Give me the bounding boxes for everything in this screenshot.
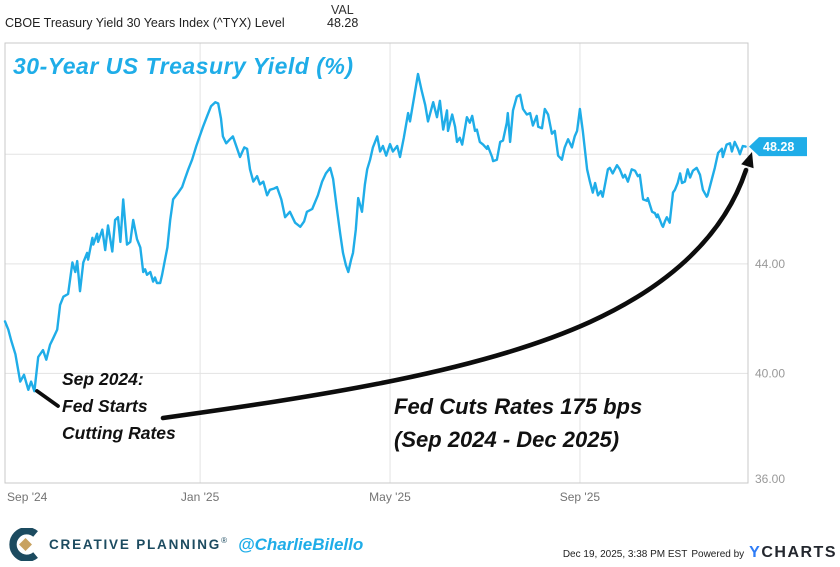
ycharts-logo: YCHARTS <box>749 544 837 562</box>
annotation-line: Cutting Rates <box>62 423 176 443</box>
plot-border <box>4 42 749 484</box>
chart-title: 30-Year US Treasury Yield (%) <box>13 53 354 79</box>
annotation-arrows <box>35 152 754 421</box>
annotation-line: Fed Starts <box>62 396 148 416</box>
twitter-handle: @CharlieBilello <box>238 534 364 554</box>
annotation-line: Fed Cuts Rates 175 bps <box>394 394 643 419</box>
x-tick-label: Sep '25 <box>560 490 601 504</box>
brand-name: CREATIVE PLANNING <box>49 536 222 552</box>
annotation-fed-starts: Sep 2024: Fed Starts Cutting Rates <box>62 366 176 447</box>
attribution-bar: Dec 19, 2025, 3:38 PM EST Powered by YCH… <box>563 544 837 562</box>
series-legend: CBOE Treasury Yield 30 Years Index (^TYX… <box>5 16 285 30</box>
timestamp: Dec 19, 2025, 3:38 PM EST <box>562 549 688 560</box>
pointer-line <box>35 389 60 408</box>
val-current-value: 48.28 <box>327 16 359 30</box>
val-column-header: VAL <box>331 3 354 17</box>
creative-planning-logo-icon <box>9 528 38 561</box>
x-tick-label: May '25 <box>369 490 411 504</box>
price-tag-shape <box>749 137 807 157</box>
chart-canvas: 48.28 Sep '24 Jan '25 May '25 Sep '25 44.00 4… <box>3 42 807 504</box>
y-tick-label: 40.00 <box>755 366 785 380</box>
y-tick-label: 44.00 <box>755 257 785 271</box>
annotation-line: (Sep 2024 - Dec 2025) <box>394 427 620 452</box>
x-tick-label: Sep '24 <box>7 490 48 504</box>
annotation-line: Sep 2024: <box>62 369 144 389</box>
y-tick-label: 36.00 <box>755 472 785 486</box>
registered-mark: ® <box>221 535 228 545</box>
annotation-fed-cuts: Fed Cuts Rates 175 bps (Sep 2024 - Dec 2… <box>394 390 642 456</box>
ycharts-charts: CHARTS <box>761 544 837 561</box>
last-price-tag: 48.28 <box>749 137 807 157</box>
powered-by-label: Powered by <box>691 549 745 560</box>
rate-cut-arrow <box>160 167 749 421</box>
ycharts-y: Y <box>749 544 762 561</box>
arrowhead-icon <box>741 152 754 169</box>
yield-line-series <box>3 72 747 393</box>
x-tick-label: Jan '25 <box>181 490 220 504</box>
branding-bar: CREATIVE PLANNING® @CharlieBilello <box>9 528 363 561</box>
axis-labels: Sep '24 Jan '25 May '25 Sep '25 44.00 40.00 36… <box>7 257 785 504</box>
price-tag-value: 48.28 <box>763 140 794 154</box>
brand-wordmark: CREATIVE PLANNING® <box>49 536 227 554</box>
